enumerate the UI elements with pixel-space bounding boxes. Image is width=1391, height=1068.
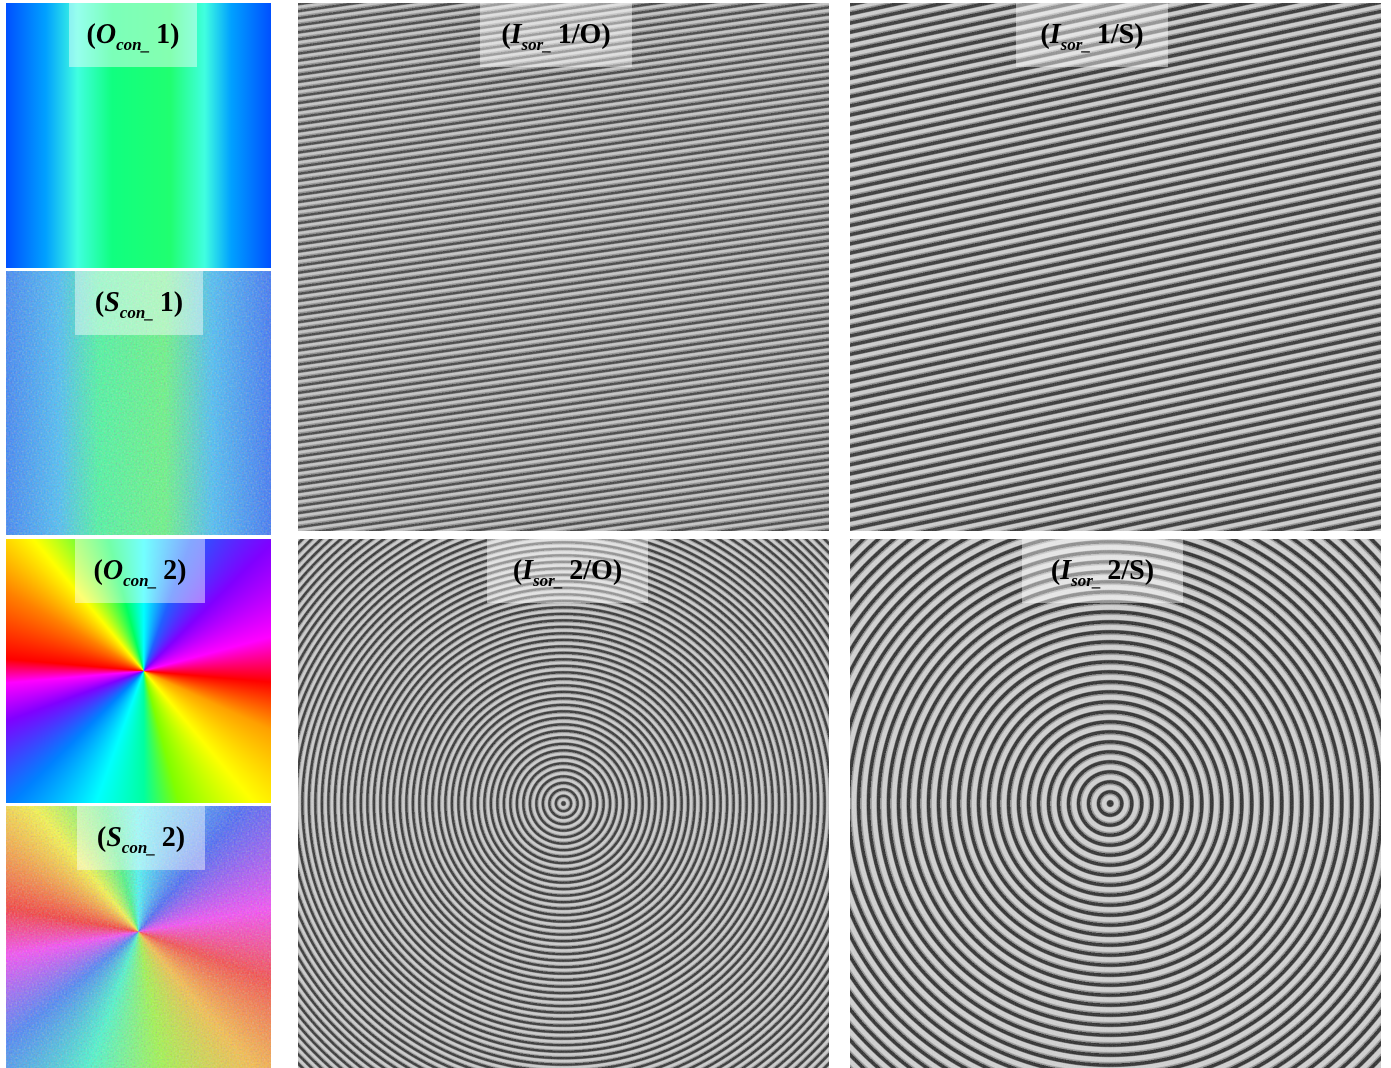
label-symbol: I	[510, 19, 522, 50]
texture	[850, 3, 1381, 531]
label-symbol: I	[1049, 19, 1061, 50]
label-symbol: S	[104, 287, 120, 318]
label-suffix: 1/S)	[1096, 19, 1144, 50]
label-open: (	[512, 555, 523, 586]
label-open: (	[501, 19, 511, 50]
texture	[850, 539, 1381, 1068]
label-suffix: 2)	[161, 822, 186, 853]
label-open: (	[93, 555, 103, 586]
label-symbol: I	[522, 555, 534, 586]
label-suffix: 2/S)	[1107, 555, 1155, 586]
texture	[298, 3, 829, 531]
label-suffix: 1)	[156, 19, 180, 50]
label-subscript: sor_	[1060, 35, 1091, 54]
label-subscript: con_	[123, 571, 158, 590]
label-subscript: sor_	[521, 35, 552, 54]
label-open: (	[1050, 555, 1061, 586]
texture-noise	[6, 271, 271, 535]
label-subscript: con_	[116, 35, 151, 54]
texture-noise	[850, 539, 1381, 1068]
texture	[6, 806, 271, 1068]
label-open: (	[96, 822, 107, 853]
label-suffix: 2/O)	[569, 555, 623, 586]
texture	[6, 271, 271, 535]
label-open: (	[86, 19, 96, 50]
label-subscript: con_	[121, 838, 156, 857]
label-open: (	[1040, 19, 1050, 50]
label-subscript: sor_	[1071, 571, 1102, 590]
label-subscript: sor_	[533, 571, 564, 590]
label-suffix: 1/O)	[557, 19, 611, 50]
label-open: (	[94, 287, 105, 318]
label-symbol: S	[106, 822, 122, 853]
texture-noise	[850, 3, 1381, 531]
label-symbol: O	[95, 19, 117, 50]
label-subscript: con_	[119, 303, 154, 322]
texture-noise	[6, 806, 271, 1068]
texture	[298, 539, 829, 1068]
label-symbol: I	[1060, 555, 1072, 586]
texture-noise	[298, 539, 829, 1068]
label-suffix: 2)	[163, 555, 187, 586]
label-symbol: O	[102, 555, 124, 586]
texture-noise	[298, 3, 829, 531]
label-suffix: 1)	[159, 287, 184, 318]
